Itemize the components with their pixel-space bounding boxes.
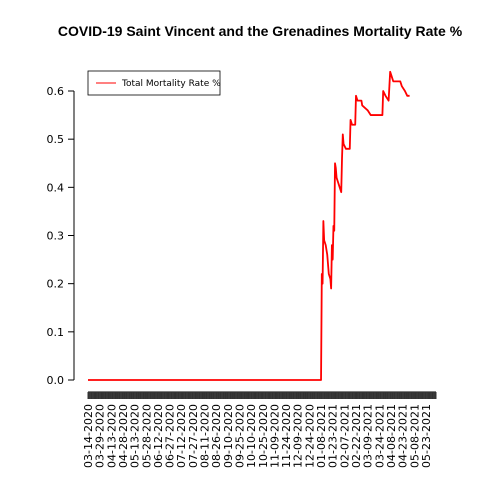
x-tick-label: 09-25-2020	[233, 404, 246, 468]
x-tick-label: 05-08-2021	[408, 404, 421, 468]
x-tick-label: 05-28-2020	[140, 404, 153, 468]
y-tick-label: 0.0	[47, 374, 65, 387]
x-tick-label: 03-29-2020	[94, 404, 107, 468]
y-tick-label: 0.5	[47, 133, 65, 146]
x-tick-label: 06-12-2020	[152, 404, 165, 468]
legend-label: Total Mortality Rate %	[121, 79, 221, 89]
y-tick-label: 0.6	[47, 85, 65, 98]
x-tick-label: 12-24-2020	[303, 404, 316, 468]
series-layer	[88, 70, 410, 381]
chart-title: COVID-19 Saint Vincent and the Grenadine…	[58, 23, 463, 39]
y-axis: 0.0 0.1 0.2 0.3 0.4 0.5 0.6	[47, 85, 75, 387]
x-tick-label: 05-13-2020	[129, 404, 142, 468]
y-tick-label: 0.2	[47, 278, 65, 291]
x-tick-label: 04-13-2020	[105, 404, 118, 468]
x-tick-label: 04-28-2020	[117, 404, 130, 468]
x-tick-label: 03-24-2021	[373, 404, 386, 468]
x-tick-label: 05-23-2021	[420, 404, 433, 468]
x-tick-label: 02-07-2021	[338, 404, 351, 468]
x-tick-label: 10-10-2020	[245, 404, 258, 468]
x-tick-label: 11-24-2020	[280, 404, 293, 468]
x-tick-label: 10-25-2020	[257, 404, 270, 468]
x-tick-label: 08-11-2020	[199, 404, 212, 468]
x-tick-label: 02-22-2021	[350, 404, 363, 468]
x-tick-label: 06-27-2020	[164, 404, 177, 468]
x-tick-label: 09-10-2020	[222, 404, 235, 468]
x-tick-label: 08-26-2020	[210, 404, 223, 468]
x-tick-label: 11-09-2020	[268, 404, 281, 468]
y-tick-label: 0.1	[47, 326, 65, 339]
x-tick-label: 03-09-2021	[362, 404, 375, 468]
x-tick-label: 07-27-2020	[187, 404, 200, 468]
x-tick-label: 01-23-2021	[327, 404, 340, 468]
x-axis: 03-14-202003-29-202004-13-202004-28-2020…	[82, 391, 437, 468]
x-tick-label: 03-14-2020	[82, 404, 95, 468]
x-tick-label: 04-23-2021	[397, 404, 410, 468]
x-tick-label: 12-09-2020	[292, 404, 305, 468]
y-tick-label: 0.4	[47, 181, 65, 194]
legend: Total Mortality Rate %	[87, 70, 221, 96]
x-tick-label: 07-12-2020	[175, 404, 188, 468]
x-tick-label: 01-08-2021	[315, 404, 328, 468]
series-line	[88, 70, 410, 381]
y-tick-label: 0.3	[47, 230, 65, 243]
x-tick-label: 04-08-2021	[385, 404, 398, 468]
